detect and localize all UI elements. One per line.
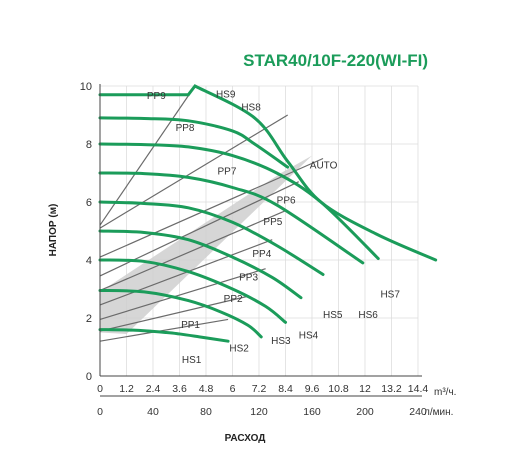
label-hs9: HS9 xyxy=(216,90,236,101)
label-pp9: PP9 xyxy=(147,91,166,102)
pp-line-pp7 xyxy=(99,157,324,258)
label-pp1: PP1 xyxy=(181,320,200,331)
tick-labels: 0 2 4 6 8 10 0 1.2 2.4 3.6 4.8 6 7.2 8.4 9.6 10.8 12 13.2… xyxy=(80,81,429,418)
label-pp5: PP5 xyxy=(263,217,282,228)
curve-hs9 xyxy=(98,84,438,262)
x-tick-top-label-6: 7.2 xyxy=(252,383,267,395)
x-tick-top-label-2: 2.4 xyxy=(146,383,161,395)
x-tick-top-label-0: 0 xyxy=(97,383,103,395)
chart-title: STAR40/10F-220(WI-FI) xyxy=(243,51,428,70)
label-hs4: HS4 xyxy=(299,330,319,341)
pp-line-pp5 xyxy=(99,210,286,292)
label-pp3: PP3 xyxy=(239,272,258,283)
x-axis-label: РАСХОД xyxy=(225,433,266,444)
curve-hs5 xyxy=(98,200,325,276)
x-tick-top-label-5: 6 xyxy=(230,383,236,395)
pp-line-pp2 xyxy=(99,295,249,332)
hs-curves xyxy=(98,84,438,343)
label-pp6: PP6 xyxy=(277,195,296,206)
x-tick-bottom-label-2: 80 xyxy=(200,406,212,418)
label-pp8: PP8 xyxy=(176,123,195,134)
y-tick-label-5: 10 xyxy=(80,81,92,93)
y-tick-label-3: 6 xyxy=(86,197,92,209)
pp-line-pp8 xyxy=(99,114,289,229)
curve-hs3 xyxy=(98,258,287,324)
x-tick-bottom-label-4: 160 xyxy=(303,406,321,418)
y-tick-label-2: 4 xyxy=(86,255,92,267)
pp-line-pp3 xyxy=(99,268,266,321)
x-tick-top-label-8: 9.6 xyxy=(305,383,320,395)
x-tick-top-label-9: 10.8 xyxy=(328,383,349,395)
pp-line-pp1 xyxy=(99,318,229,342)
curve-hs2 xyxy=(98,288,263,339)
label-hs7: HS7 xyxy=(380,290,400,301)
x-tick-bottom-label-1: 40 xyxy=(147,406,159,418)
label-auto: AUTO xyxy=(310,161,338,172)
x-tick-bottom-label-3: 120 xyxy=(250,406,268,418)
label-hs2: HS2 xyxy=(229,343,249,354)
x-tick-top-label-1: 1.2 xyxy=(119,383,134,395)
label-pp2: PP2 xyxy=(224,294,243,305)
label-pp7: PP7 xyxy=(218,166,237,177)
x-tick-bottom-label-6: 240 xyxy=(409,406,427,418)
y-tick-label-1: 2 xyxy=(86,313,92,325)
x-unit-bottom: л/мин. xyxy=(424,407,453,418)
x-tick-bottom-label-5: 200 xyxy=(356,406,374,418)
curve-hs6 xyxy=(98,171,365,265)
curve-hs8 xyxy=(98,116,290,169)
curve-hs4 xyxy=(98,229,303,300)
y-tick-label-0: 0 xyxy=(86,371,92,383)
x-tick-top-label-12: 14.4 xyxy=(408,383,429,395)
label-pp4: PP4 xyxy=(252,249,271,260)
x-tick-top-label-10: 12 xyxy=(359,383,371,395)
x-tick-top-label-4: 4.8 xyxy=(199,383,214,395)
curve-hs1 xyxy=(98,328,230,343)
label-hs8: HS8 xyxy=(241,103,261,114)
x-tick-top-label-11: 13.2 xyxy=(381,383,402,395)
label-hs5: HS5 xyxy=(323,310,343,321)
label-hs1: HS1 xyxy=(182,355,202,366)
x-unit-top: m³/ч. xyxy=(434,387,456,398)
y-tick-label-4: 8 xyxy=(86,139,92,151)
label-hs3: HS3 xyxy=(271,336,291,347)
x-tick-top-label-3: 3.6 xyxy=(172,383,187,395)
pp-lines xyxy=(99,85,324,342)
curve-labels: AUTO PP9 HS9 HS8 PP8 PP7 PP6 PP5 PP4 PP3 PP2 PP1 HS1… xyxy=(147,90,400,366)
axes xyxy=(99,84,422,397)
x-tick-bottom-label-0: 0 xyxy=(97,406,103,418)
label-hs6: HS6 xyxy=(358,310,378,321)
y-axis-label: НАПОР (м) xyxy=(48,204,59,257)
x-tick-top-label-7: 8.4 xyxy=(278,383,293,395)
